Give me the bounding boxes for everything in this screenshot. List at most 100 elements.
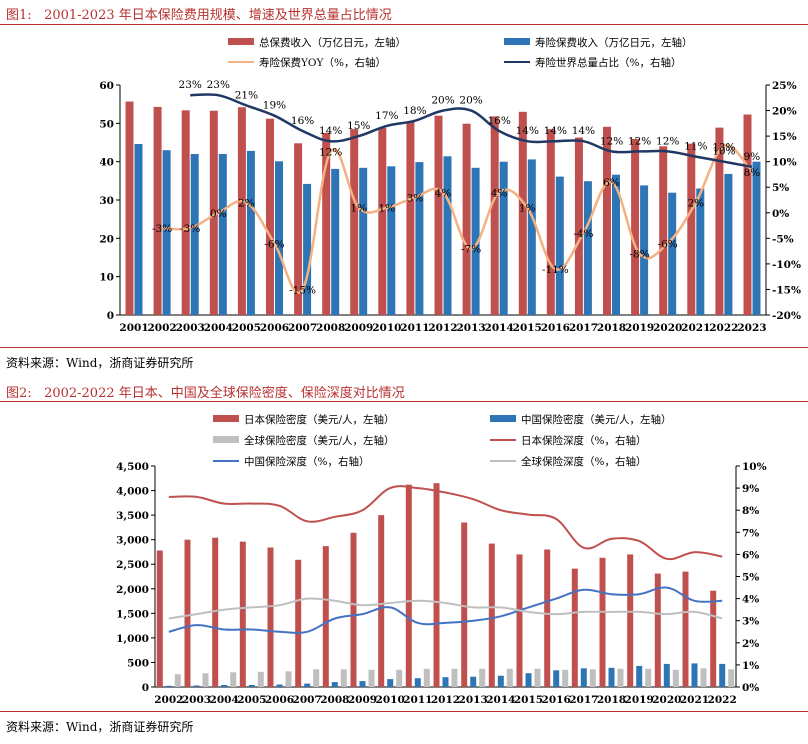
chart1-bar-s0-2007 (294, 143, 303, 315)
figure1-source: 资料来源：Wind，浙商证券研究所 (6, 356, 194, 370)
chart2: 日本保险密度（美元/人，左轴） 中国保险密度（美元/人，左轴） 全球保险密度（美元/… (116, 413, 767, 706)
chart2-left-tick-1: 500 (127, 657, 149, 669)
chart2-bar-s0-2020 (654, 573, 661, 687)
chart2-x-tick-14: 2016 (542, 694, 571, 706)
chart2-bar-s2-2019 (645, 668, 652, 687)
figure1-top-rule (0, 24, 808, 25)
chart2-left-tick-6: 3,000 (116, 535, 149, 547)
chart1-x-tick-14: 2015 (513, 322, 542, 334)
chart1-label-s2-2022: 13% (712, 141, 735, 153)
chart1-label-s2-2002: -3% (152, 223, 172, 235)
chart1-label-s3-2003: 23% (179, 79, 202, 91)
chart2-bar-s1-2010 (387, 679, 394, 687)
figure2-top-rule (0, 401, 808, 402)
chart1-bar-s0-2015 (518, 111, 527, 315)
chart2-bar-s0-2012 (433, 483, 440, 687)
figure1-title: 图1: 2001-2023 年日本保险费用规模、增速及世界总量占比情况 (6, 4, 392, 23)
chart1-legend-label-2: 寿险保费YOY（%，右轴） (259, 56, 386, 69)
chart2-bar-s1-2018 (608, 667, 615, 687)
chart1-x-tick-4: 2005 (232, 322, 261, 334)
chart1-left-tick-4: 40 (99, 157, 114, 169)
chart1-label-s3-2016: 14% (544, 125, 567, 137)
figure2-label: 图2: (6, 386, 32, 401)
chart1-label-s2-2004: 0% (210, 208, 227, 220)
chart1-right-tick-4: 0% (772, 208, 789, 220)
chart2-x-tick-18: 2020 (652, 694, 681, 706)
chart1-left-tick-1: 10 (99, 272, 114, 284)
chart1-bar-s0-2011 (406, 122, 415, 315)
chart2-left-tick-0: 0 (142, 682, 149, 694)
chart2-bar-s2-2021 (700, 668, 707, 687)
chart1-x-tick-7: 2008 (316, 322, 345, 334)
chart1-label-s3-2021: 11% (684, 141, 707, 153)
chart2-bar-s1-2014 (497, 675, 504, 687)
chart1-label-s3-2023: 9% (744, 151, 761, 163)
chart1-left-tick-2: 20 (99, 233, 114, 245)
chart1-label-s2-2014: 4% (491, 187, 508, 199)
chart1-x-tick-9: 2010 (372, 322, 401, 334)
chart2-x-tick-10: 2012 (431, 694, 460, 706)
chart2-bar-s2-2014 (506, 668, 513, 687)
chart1-bar-s1-2002 (162, 150, 171, 315)
chart1-bar-s1-2022 (724, 173, 733, 315)
chart2-bar-s2-2015 (534, 668, 541, 687)
chart1-label-s3-2018: 12% (600, 135, 623, 147)
chart2-x-tick-0: 2002 (154, 694, 183, 706)
chart2-bar-s0-2009 (350, 532, 357, 687)
chart2-bar-s1-2019 (636, 665, 643, 687)
chart2-bar-s1-2009 (359, 681, 366, 687)
chart2-left-tick-7: 3,500 (116, 510, 149, 522)
chart1-bar-s1-2016 (555, 176, 564, 315)
chart1-bar-s0-2010 (378, 127, 387, 316)
chart1-label-s3-2004: 23% (207, 79, 230, 91)
chart2-bar-s2-2007 (313, 669, 320, 687)
chart1-line-s3 (190, 93, 753, 169)
chart2-line-s5 (168, 597, 723, 620)
chart2-right-tick-5: 5% (742, 572, 759, 584)
chart2-bar-s0-2010 (378, 515, 385, 687)
chart1-bar-s0-2018 (603, 126, 611, 315)
chart2-legend-label-5: 全球保险深度（%，右轴） (521, 455, 646, 468)
chart1-label-s3-2010: 17% (375, 110, 398, 122)
chart2-bar-s2-2017 (589, 669, 596, 687)
chart1-bar-s1-2008 (331, 168, 340, 315)
chart2-bar-s0-2007 (295, 559, 302, 687)
chart1-bar-s0-2020 (659, 146, 668, 315)
chart1-bar-s1-2019 (640, 185, 649, 315)
chart2-bar-s0-2021 (682, 571, 689, 687)
chart1-label-s3-2017: 14% (572, 125, 595, 137)
chart2-x-tick-13: 2015 (514, 694, 543, 706)
chart1-x-tick-6: 2007 (288, 322, 317, 334)
chart2-bar-s2-2002 (174, 674, 181, 687)
chart2-bar-s2-2003 (202, 673, 209, 687)
chart1-bar-s1-2007 (303, 183, 312, 315)
chart1-label-s2-2008: 12% (319, 146, 342, 158)
chart2-x-tick-11: 2013 (459, 694, 488, 706)
chart1-label-s3-2012: 20% (431, 95, 454, 107)
chart2-bar-s1-2011 (414, 678, 421, 687)
chart1-right-tick-8: 20% (772, 106, 797, 118)
chart1-bar-s0-2004 (209, 110, 218, 315)
chart1-right-tick-3: -5% (772, 233, 794, 245)
chart2-right-tick-10: 10% (742, 461, 767, 473)
chart1-legend-swatch-1 (504, 38, 530, 45)
chart2-bar-s1-2002 (165, 685, 172, 687)
chart2-x-tick-5: 2007 (293, 694, 322, 706)
chart2-right-tick-7: 7% (742, 527, 759, 539)
chart2-bar-s0-2003 (184, 539, 191, 687)
chart1-bar-s0-2019 (631, 139, 640, 315)
chart2-legend-label-3: 日本保险深度（%，右轴） (521, 434, 646, 447)
chart1-label-s3-2006: 19% (263, 100, 286, 112)
chart2-bar-s1-2013 (470, 676, 477, 687)
chart1-x-tick-21: 2022 (709, 322, 738, 334)
chart1-label-s2-2010: 1% (378, 203, 395, 215)
figure2-title-text: 2002-2022 年日本、中国及全球保险密度、保险深度对比情况 (44, 386, 405, 401)
chart2-bar-s1-2012 (442, 677, 449, 687)
chart1-bar-s1-2010 (387, 166, 396, 315)
chart2-bar-s1-2021 (691, 663, 698, 687)
chart2-bar-s0-2013 (461, 522, 468, 687)
chart2-bar-s2-2008 (340, 669, 347, 687)
chart1-bar-s1-2011 (415, 162, 424, 315)
chart1-bar-s0-2005 (237, 107, 246, 315)
chart1-right-tick-0: -20% (772, 310, 801, 322)
